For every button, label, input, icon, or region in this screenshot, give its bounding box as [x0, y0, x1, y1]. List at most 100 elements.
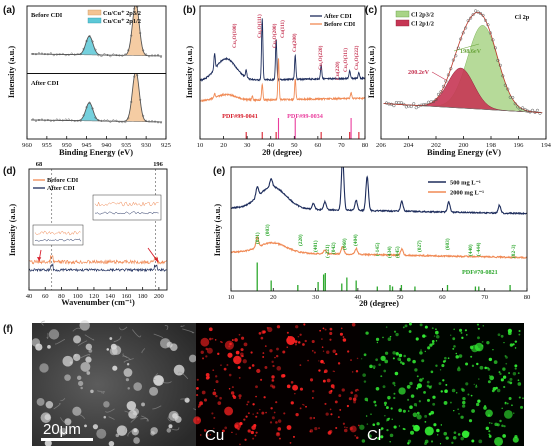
cu-signal-dot [332, 370, 335, 372]
cl-signal-dot [419, 378, 423, 382]
cl-signal-dot [488, 433, 491, 436]
sem-particle [85, 343, 93, 351]
cl-signal-dot [376, 341, 379, 344]
cu-signal-dot [309, 429, 314, 433]
panel-b-tick-label: 70 [338, 142, 345, 149]
panel-a-before-data-point [154, 54, 157, 57]
panel-a-before-main-area [30, 6, 163, 56]
cl-signal-dot [442, 379, 445, 382]
cu-signal-dot [224, 426, 228, 430]
cu-map-label: Cu [205, 427, 224, 444]
sem-particle [172, 413, 178, 419]
panel-a-after-data-point [142, 114, 145, 117]
panel-a-tick-label: 940 [101, 142, 112, 149]
cl-signal-dot [441, 364, 445, 368]
cu-signal-dot [356, 357, 359, 360]
cu-signal-dot [196, 378, 199, 381]
cu-map-dots [193, 322, 360, 446]
sem-particle [106, 348, 110, 351]
panel-c-data-point [431, 100, 436, 104]
panel-a-before-data-point [112, 53, 115, 56]
panel-c-data-point [409, 104, 413, 109]
cl-signal-dot [494, 436, 504, 446]
cl-signal-dot [373, 400, 377, 404]
scale-bar-label: 20μm [43, 421, 81, 438]
panel-a-before-data-point [58, 53, 61, 56]
panel-c-data-point [511, 95, 515, 100]
cl-signal-dot [420, 349, 422, 351]
cl-signal-dot [457, 366, 461, 369]
cl-signal-dot [508, 372, 511, 374]
panel-a-before-data-point [139, 32, 142, 35]
panel-a-before-data-point [49, 52, 52, 55]
panel-e-peak-annotation: (-444) [475, 242, 482, 256]
panel-a-after-data-point [151, 120, 154, 123]
panel-a-before-data-point [157, 53, 160, 56]
panel-e-peak-annotation: (603) [444, 238, 451, 250]
panel-b-before-cdi-line [200, 58, 365, 103]
panel-a-after-data-point [130, 100, 133, 103]
cl-signal-dot [393, 330, 397, 333]
cu-signal-dot [302, 343, 305, 346]
panel-a-after-data-point [148, 120, 151, 123]
cl-signal-dot [477, 336, 480, 340]
sem-fiber [124, 426, 127, 433]
cu-signal-dot [275, 401, 278, 404]
cl-signal-dot [418, 400, 421, 403]
legend-label-d-before: Before CDI [47, 177, 79, 184]
cl-signal-dot [424, 325, 428, 329]
panel-a-before-data-point [61, 52, 64, 55]
cl-signal-dot [453, 345, 456, 348]
cl-signal-dot [503, 425, 506, 428]
cl-signal-dot [378, 363, 381, 367]
panel-b-peak-annotation: Cu(111) [279, 20, 286, 38]
cl-signal-dot [489, 375, 495, 381]
cu-signal-dot [275, 354, 279, 358]
cu-signal-dot [220, 364, 222, 366]
cu-signal-dot [269, 349, 273, 353]
panel-c-data-point [434, 98, 438, 102]
cu-signal-dot [254, 434, 257, 437]
sem-particle [92, 424, 99, 430]
panel-e-xticks: 10 20 30 40 50 60 70 80 [228, 288, 531, 301]
cl-signal-dot [424, 426, 434, 436]
cu-signal-dot [196, 387, 199, 390]
panel-a-before-data-point [118, 54, 121, 57]
cl-signal-dot [522, 397, 524, 400]
cu-signal-dot [240, 336, 245, 340]
panel-a-before-series [30, 6, 163, 58]
panel-c-data-point [402, 102, 406, 106]
sem-particle [84, 424, 87, 428]
cl-signal-dot [505, 362, 508, 365]
panel-c-data-point [483, 18, 488, 22]
cu-signal-dot [313, 351, 316, 354]
legend-label-500: 500 mg L⁻¹ [450, 180, 481, 187]
cu-signal-dot [238, 377, 241, 379]
cl-signal-dot [439, 369, 442, 371]
cu-signal-dot [271, 375, 275, 379]
panel-a-before-data-point [124, 53, 127, 56]
cl-signal-dot [427, 346, 431, 350]
panel-c-tick-label: 202 [431, 142, 441, 149]
cu-signal-dot [213, 416, 216, 419]
panel-e-tick-label: 10 [228, 294, 235, 301]
panel-c-data-point [439, 90, 443, 94]
sem-fiber [124, 410, 134, 414]
cu-signal-dot [197, 406, 200, 408]
cl-signal-dot [443, 431, 448, 436]
cl-signal-dot [403, 354, 406, 358]
cu-signal-dot [289, 441, 292, 444]
panel-e-tick-label: 50 [397, 294, 404, 301]
cu-signal-dot [235, 433, 237, 435]
panel-b-frame [199, 5, 366, 140]
cl-signal-dot [487, 380, 491, 384]
cl-signal-dot [465, 362, 469, 366]
panel-c-annotation-198: 198.6eV [460, 48, 482, 55]
cl-signal-dot [374, 404, 377, 407]
legend-swatch-cl-2p32 [395, 10, 410, 18]
cu-signal-dot [238, 333, 241, 336]
panel-e-peak-annotation: (003) [264, 224, 271, 236]
cl-signal-dot [398, 353, 403, 358]
panel-d-tick-label: 140 [105, 293, 116, 300]
panel-e-ylabel: Intensity (a.u.) [213, 204, 222, 257]
